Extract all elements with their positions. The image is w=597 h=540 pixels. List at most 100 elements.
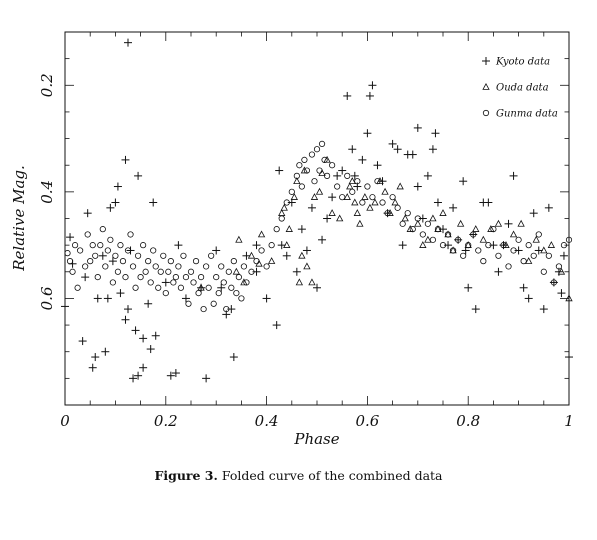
data-point-circle [550, 279, 557, 286]
x-tick-label: 1 [564, 412, 574, 430]
data-point-circle [409, 226, 416, 233]
data-point-plus [297, 225, 306, 234]
data-point-circle [311, 178, 318, 185]
y-tick-label: 0.4 [38, 180, 56, 204]
data-point-plus [149, 198, 158, 207]
data-point-circle [419, 231, 426, 238]
data-point-circle [240, 263, 248, 270]
data-point-triangle [487, 225, 495, 232]
data-point-triangle [298, 251, 306, 259]
data-point-circle [205, 284, 212, 291]
data-point-plus [464, 283, 473, 292]
data-point-circle [84, 231, 91, 238]
data-point-circle [384, 210, 391, 217]
data-point-circle [283, 199, 290, 206]
data-point-plus [98, 251, 107, 260]
data-point-plus [181, 294, 190, 303]
data-point-circle [339, 194, 346, 201]
data-point-circle [364, 183, 371, 190]
data-point-circle [424, 220, 431, 227]
data-point-plus [408, 150, 417, 159]
data-point-circle [112, 252, 119, 259]
data-point-circle [278, 215, 285, 222]
data-point-circle [500, 242, 507, 249]
data-point-circle [301, 156, 308, 163]
data-point-circle [94, 274, 101, 281]
data-point-circle [444, 231, 452, 238]
data-point-triangle [197, 283, 205, 291]
data-point-triangle [381, 187, 389, 195]
data-point-plus [93, 294, 102, 303]
data-point-triangle [366, 203, 374, 211]
axis-tick-labels: 0 0.2 0.4 0.6 0.8 1 0.2 0.4 0.6 [38, 73, 574, 430]
data-point-circle [329, 162, 336, 169]
data-point-circle [109, 279, 116, 286]
data-point-circle [145, 258, 152, 265]
data-point-plus [121, 155, 130, 164]
data-point-plus [313, 283, 321, 292]
data-point-plus [544, 203, 553, 212]
data-point-plus [489, 241, 498, 250]
data-point-plus [365, 91, 374, 100]
data-point-circle [248, 268, 255, 275]
data-point-triangle [257, 230, 266, 238]
data-point-circle [490, 226, 497, 233]
data-point-circle [369, 194, 376, 201]
data-point-plus [439, 225, 447, 234]
data-point-triangle [343, 193, 351, 200]
data-point-plus [318, 235, 327, 244]
data-point-plus [166, 371, 175, 380]
data-point-plus [83, 209, 92, 218]
data-point-circle [129, 263, 137, 270]
legend-marker-plus [482, 57, 490, 65]
data-point-circle [177, 284, 185, 291]
data-point-triangle [361, 193, 369, 200]
data-point-circle [160, 252, 167, 259]
data-point-triangle [247, 251, 256, 259]
data-point-plus [277, 241, 286, 250]
data-point-plus [484, 198, 493, 207]
data-point-plus [81, 273, 90, 282]
data-point-plus [124, 305, 132, 314]
data-point-plus [393, 145, 402, 154]
data-point-triangle [351, 198, 359, 206]
data-point-triangle [336, 214, 344, 222]
data-point-circle [485, 242, 492, 249]
data-point-triangle [323, 155, 331, 163]
data-point-circle [117, 242, 124, 249]
data-point-circle [82, 263, 89, 270]
data-point-plus [388, 139, 397, 148]
data-point-triangle [278, 209, 286, 216]
data-point-plus [459, 177, 468, 186]
data-point-plus [282, 251, 291, 260]
data-point-plus [131, 326, 140, 335]
data-point-circle [535, 231, 542, 238]
data-point-circle [235, 274, 242, 281]
data-point-circle [155, 284, 162, 291]
data-point-circle [74, 284, 81, 291]
data-point-circle [218, 263, 225, 270]
data-point-circle [238, 295, 245, 302]
data-points [61, 38, 573, 383]
data-point-plus [509, 171, 518, 180]
data-point-plus [174, 241, 183, 250]
data-point-plus [565, 353, 573, 362]
data-point-triangle [386, 209, 394, 216]
data-point-plus [139, 334, 148, 343]
data-point-triangle [439, 209, 447, 216]
data-point-plus [108, 257, 117, 266]
data-point-plus [559, 251, 568, 260]
data-point-circle [200, 305, 207, 313]
data-point-plus [444, 241, 453, 250]
data-point-circle [545, 252, 552, 259]
data-point-triangle [429, 214, 437, 222]
data-point-triangle [315, 187, 324, 195]
data-point-circle [404, 210, 411, 217]
data-point-circle [77, 247, 84, 254]
data-point-circle [192, 258, 200, 265]
data-point-circle [99, 226, 106, 233]
data-point-circle [298, 183, 305, 190]
data-point-circle [170, 279, 177, 286]
data-point-plus [129, 374, 138, 383]
data-point-plus [134, 171, 143, 180]
